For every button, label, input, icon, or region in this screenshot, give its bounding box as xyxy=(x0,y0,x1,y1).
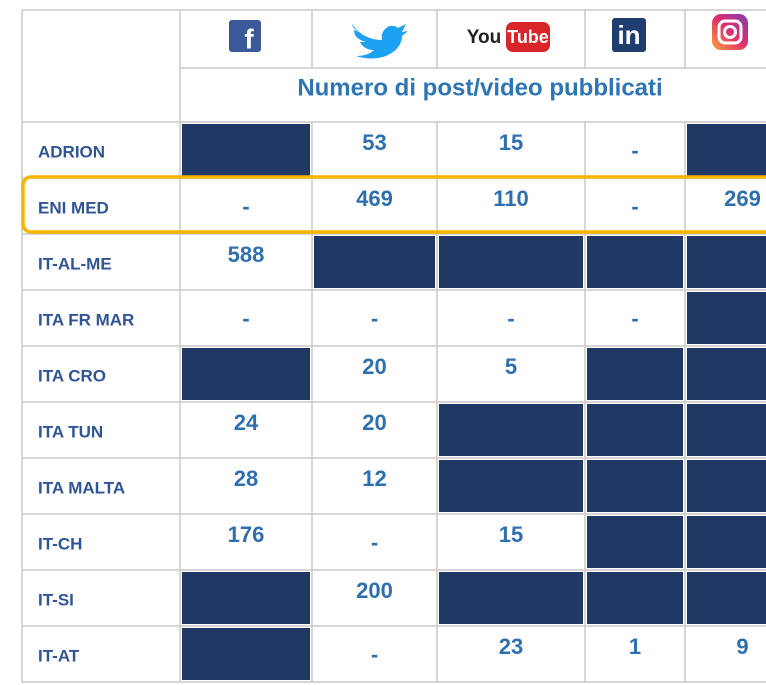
empty-cell xyxy=(587,572,683,624)
cell-value: - xyxy=(242,306,249,331)
cell-value: 53 xyxy=(362,130,386,155)
row-label: IT-CH xyxy=(38,534,82,553)
cell-value: 23 xyxy=(499,634,523,659)
cell-value: 469 xyxy=(356,186,393,211)
empty-cell xyxy=(439,572,583,624)
cell-value: 20 xyxy=(362,410,386,435)
cell-value: - xyxy=(371,530,378,555)
instagram-icon xyxy=(712,14,748,50)
cell-value: - xyxy=(631,306,638,331)
empty-cell xyxy=(182,348,310,400)
empty-cell xyxy=(687,460,766,512)
row-label: ITA CRO xyxy=(38,366,106,385)
empty-cell xyxy=(439,460,583,512)
empty-cell xyxy=(182,124,310,176)
cell-value: 110 xyxy=(493,186,529,211)
youtube-you: You xyxy=(467,27,501,48)
linkedin-glyph: in xyxy=(617,20,640,50)
empty-cell xyxy=(182,628,310,680)
cell-value: - xyxy=(371,306,378,331)
row-label: ENI MED xyxy=(38,198,109,217)
row-label: IT-AT xyxy=(38,646,80,665)
cell-value: - xyxy=(242,194,249,219)
empty-cell xyxy=(439,404,583,456)
empty-cell xyxy=(587,516,683,568)
empty-cell xyxy=(687,292,766,344)
cell-value: - xyxy=(507,306,514,331)
row-label: IT-SI xyxy=(38,590,74,609)
cell-value: 176 xyxy=(228,522,265,547)
cell-value: 12 xyxy=(362,466,386,491)
row-label: ITA MALTA xyxy=(38,478,125,497)
linkedin-icon: in xyxy=(612,18,646,52)
cell-value: - xyxy=(371,642,378,667)
row-label: ITA TUN xyxy=(38,422,103,441)
cell-value: 15 xyxy=(499,130,523,155)
row-label: IT-AL-ME xyxy=(38,254,112,273)
empty-cell xyxy=(687,124,766,176)
youtube-icon: You Tube xyxy=(467,22,550,52)
cell-value: 1 xyxy=(629,634,641,659)
cell-value: 20 xyxy=(362,354,386,379)
cell-value: 200 xyxy=(356,578,393,603)
cell-value: - xyxy=(631,138,638,163)
cell-value: 24 xyxy=(234,410,259,435)
cell-value: 5 xyxy=(505,354,517,379)
empty-cell xyxy=(687,236,766,288)
empty-cell xyxy=(687,572,766,624)
empty-cell xyxy=(587,460,683,512)
cell-value: - xyxy=(631,194,638,219)
facebook-glyph: f xyxy=(244,23,254,54)
empty-cell xyxy=(687,516,766,568)
highlight xyxy=(21,175,766,234)
empty-cell xyxy=(587,404,683,456)
cell-value: 588 xyxy=(228,242,265,267)
youtube-tube: Tube xyxy=(507,27,549,47)
empty-cell xyxy=(182,572,310,624)
empty-cell xyxy=(439,236,583,288)
empty-cell xyxy=(587,348,683,400)
row-label: ADRION xyxy=(38,142,105,161)
row-label: ITA FR MAR xyxy=(38,310,134,329)
cell-value: 15 xyxy=(499,522,523,547)
facebook-icon: f xyxy=(229,20,261,54)
empty-cell xyxy=(687,404,766,456)
empty-cell xyxy=(687,348,766,400)
subtitle: Numero di post/video pubblicati xyxy=(297,74,662,101)
cell-value: 28 xyxy=(234,466,258,491)
empty-cell xyxy=(314,236,435,288)
cell-value: 9 xyxy=(736,634,748,659)
empty-cell xyxy=(587,236,683,288)
cell-value: 269 xyxy=(724,186,761,211)
twitter-icon xyxy=(352,24,408,59)
